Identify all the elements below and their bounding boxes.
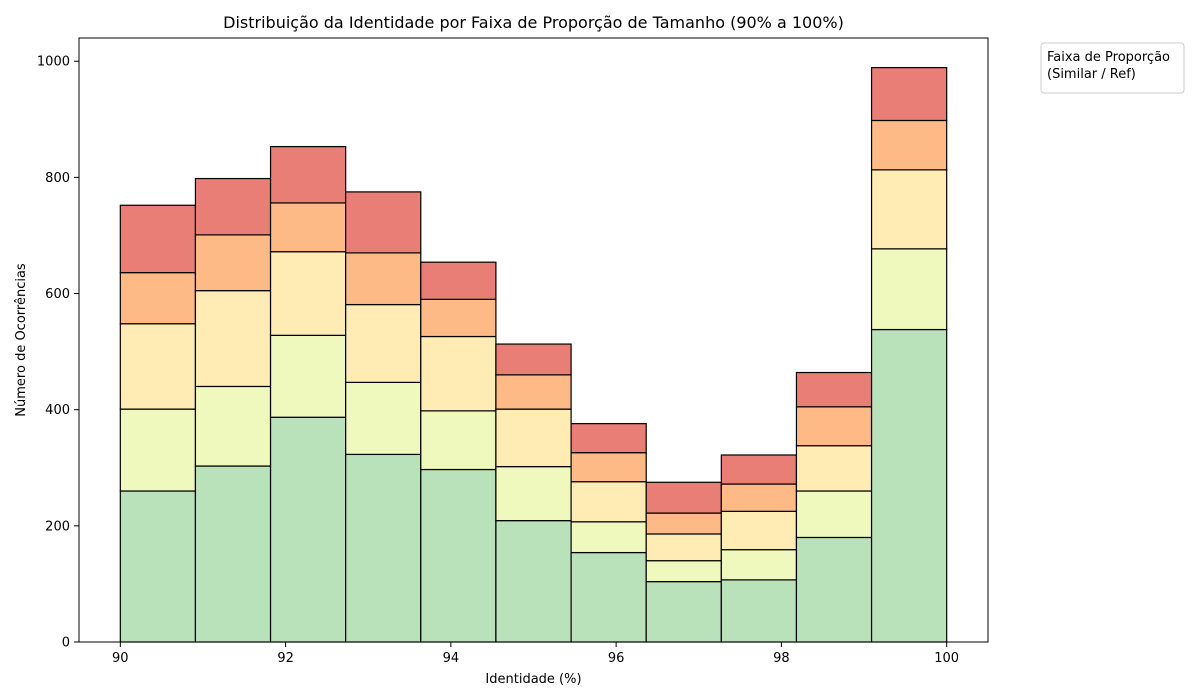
bar-bin2-series1 — [269, 334, 347, 418]
x-axis-label: Identidade (%) — [485, 672, 581, 687]
bar-bin1-series2 — [194, 290, 272, 388]
bar-bin0-series3 — [119, 272, 197, 325]
y-tick-label: 600 — [45, 287, 70, 302]
bar-bin0-series4 — [119, 204, 197, 274]
bar-bin9-series3 — [795, 406, 873, 447]
x-ticks: 90 92 94 96 98 100 — [112, 642, 959, 666]
bar-bin2-series3 — [269, 202, 347, 253]
bar-bin4-series2 — [420, 335, 497, 412]
bar-bin0-series0 — [119, 490, 197, 643]
y-axis-label: Número de Ocorrências — [14, 263, 29, 417]
bar-bin2-series0 — [269, 416, 347, 643]
bars-layer — [119, 67, 948, 643]
bar-bin2-series4 — [269, 146, 347, 204]
bar-bin9-series2 — [795, 445, 873, 492]
bar-bin3-series1 — [345, 381, 422, 456]
bar-bin3-series4 — [345, 191, 422, 254]
bar-bin0-series2 — [119, 323, 197, 410]
bar-bin6-series4 — [570, 423, 647, 454]
bar-bin6-series0 — [570, 551, 647, 643]
y-tick-label: 400 — [45, 403, 70, 418]
bar-bin4-series0 — [420, 468, 497, 643]
plot-frame — [78, 37, 989, 643]
y-ticks: 0 200 400 600 800 1000 — [37, 55, 79, 651]
x-tick-label: 96 — [608, 651, 625, 666]
bar-bin1-series4 — [194, 177, 272, 236]
legend-title: Faixa de Proporção (Similar / Ref) — [1047, 50, 1170, 82]
bar-bin10-series1 — [870, 248, 948, 331]
x-tick-label: 100 — [934, 651, 959, 666]
bar-bin5-series3 — [495, 374, 572, 410]
y-tick-label: 200 — [45, 519, 70, 534]
legend: Faixa de Proporção (Similar / Ref) — [1040, 42, 1185, 94]
bar-bin5-series4 — [495, 343, 572, 376]
bar-bin1-series3 — [194, 234, 272, 292]
x-tick-label: 90 — [112, 651, 129, 666]
bar-bin6-series2 — [570, 481, 647, 523]
bar-bin7-series4 — [645, 481, 722, 514]
bar-bin5-series1 — [495, 466, 572, 522]
bar-bin5-series2 — [495, 408, 572, 468]
bar-bin4-series4 — [420, 261, 497, 300]
bar-bin8-series4 — [720, 454, 798, 485]
bar-bin10-series3 — [870, 119, 948, 171]
bar-bin6-series3 — [570, 452, 647, 483]
bar-bin7-series2 — [645, 533, 722, 562]
bar-bin7-series1 — [645, 560, 722, 583]
y-tick-label: 0 — [62, 636, 70, 651]
legend-box — [1040, 42, 1185, 94]
bar-bin9-series1 — [795, 490, 873, 539]
bar-bin0-series1 — [119, 408, 197, 492]
y-tick-label: 800 — [45, 171, 70, 186]
bar-bin2-series2 — [269, 251, 347, 336]
bar-bin1-series1 — [194, 385, 272, 467]
y-tick-label: 1000 — [37, 55, 70, 70]
bar-bin10-series0 — [870, 328, 948, 643]
bar-bin3-series3 — [345, 252, 422, 306]
chart-title: Distribuição da Identidade por Faixa de … — [223, 13, 844, 32]
legend-title-line: Faixa de Proporção — [1047, 50, 1170, 65]
bar-bin9-series4 — [795, 371, 873, 408]
bar-bin8-series3 — [720, 483, 798, 512]
x-tick-label: 94 — [443, 651, 460, 666]
bar-bin10-series2 — [870, 169, 948, 250]
bar-bin8-series2 — [720, 510, 798, 551]
x-tick-label: 98 — [773, 651, 790, 666]
bar-bin8-series0 — [720, 579, 798, 643]
bar-bin5-series0 — [495, 520, 572, 643]
bar-bin7-series3 — [645, 512, 722, 535]
bar-bin3-series0 — [345, 453, 422, 643]
bar-bin4-series1 — [420, 410, 497, 471]
bar-bin4-series3 — [420, 298, 497, 338]
bar-bin7-series0 — [645, 580, 722, 643]
bar-bin6-series1 — [570, 521, 647, 554]
bar-bin3-series2 — [345, 303, 422, 383]
legend-title-line: (Similar / Ref) — [1047, 67, 1136, 82]
x-tick-label: 92 — [277, 651, 294, 666]
bar-bin9-series0 — [795, 536, 873, 643]
bar-bin1-series0 — [194, 465, 272, 643]
bar-bin8-series1 — [720, 549, 798, 581]
bar-bin10-series4 — [870, 67, 948, 122]
